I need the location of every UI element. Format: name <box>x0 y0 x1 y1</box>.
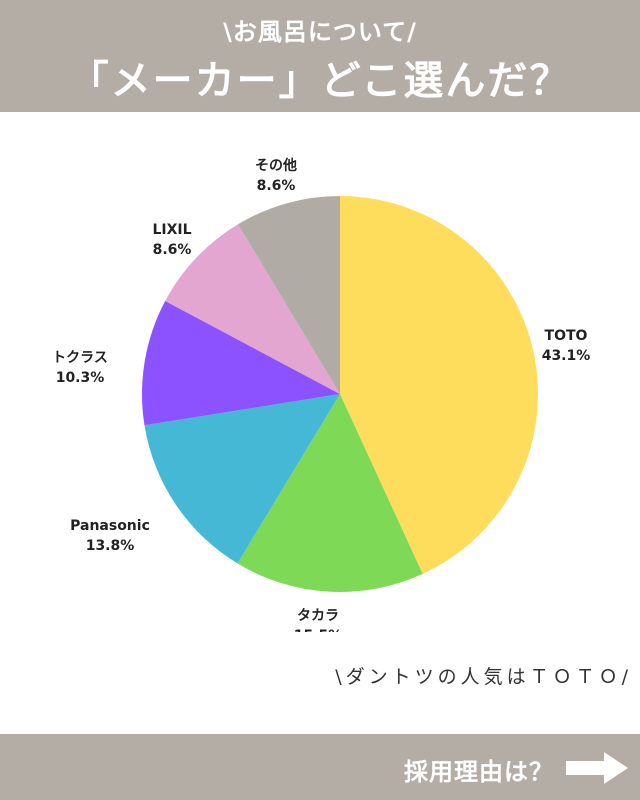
caption-text: \ダントツの人気はＴＯＴＯ/ <box>335 666 632 688</box>
footer-bar[interactable]: 採用理由は？ <box>0 734 640 800</box>
pie-slice <box>142 300 340 426</box>
slice-label: その他 <box>255 157 297 174</box>
slice-label: LIXIL <box>152 222 191 238</box>
slice-label: TOTO <box>545 328 588 344</box>
pie-chart: TOTO 43.1% タカラ 15.5% Panasonic 13.8% トクラス 10.3%… <box>52 157 591 632</box>
header-subtitle: \お風呂について/ <box>223 18 417 46</box>
slice-value-label: 8.6% <box>257 178 296 194</box>
slice-value-label: 43.1% <box>542 348 591 364</box>
pie-slice <box>165 224 340 394</box>
pie-slice <box>238 196 340 394</box>
pie-slice <box>144 394 340 564</box>
slice-value-label: 8.6% <box>153 242 192 258</box>
slice-label: トクラス <box>52 350 108 366</box>
next-label[interactable]: 採用理由は？ <box>404 758 554 786</box>
slice-value-label: 10.3% <box>56 370 105 386</box>
slice-value-label: 15.5% <box>294 628 343 632</box>
header-title: 「メーカー」どこ選んだ？ <box>68 58 572 104</box>
header-banner: \お風呂について/ 「メーカー」どこ選んだ？ <box>0 0 640 112</box>
slice-value-label: 13.8% <box>86 538 135 554</box>
slice-label: タカラ <box>297 608 339 624</box>
slice-label: Panasonic <box>70 518 150 534</box>
arrow-right-icon[interactable] <box>566 752 628 784</box>
pie-slice <box>237 394 423 593</box>
pie-slice <box>340 196 538 574</box>
